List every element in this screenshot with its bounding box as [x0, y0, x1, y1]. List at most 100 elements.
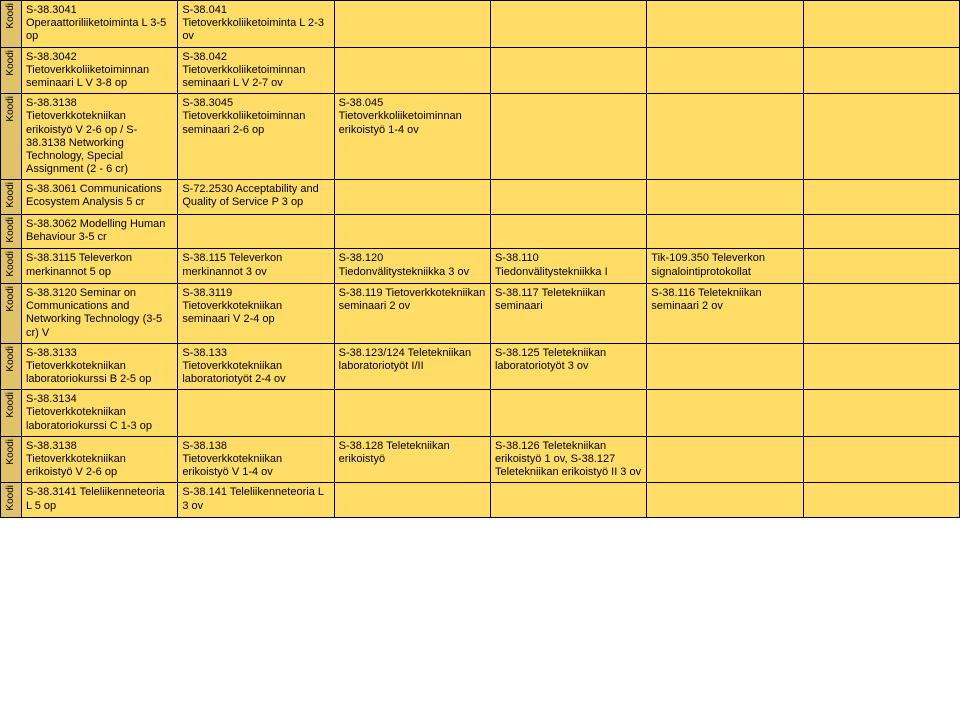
cell — [647, 94, 803, 180]
row-label: Koodi — [1, 47, 22, 94]
cell: S-38.041 Tietoverkkoliiketoiminta L 2-3 … — [178, 1, 334, 48]
cell — [178, 214, 334, 249]
cell — [803, 390, 959, 437]
cell — [490, 94, 646, 180]
course-mapping-table: Koodi S-38.3041 Operaattoriliiketoiminta … — [0, 0, 960, 518]
cell: S-38.110 Tiedonvälitystekniikka I — [490, 249, 646, 284]
cell: S-38.119 Tietoverkkotekniikan seminaari … — [334, 283, 490, 343]
cell: S-38.3138 Tietoverkkotekniikan erikoisty… — [21, 436, 177, 483]
cell — [803, 436, 959, 483]
cell: S-38.3138 Tietoverkkotekniikan erikoisty… — [21, 94, 177, 180]
cell: S-38.3115 Televerkon merkinannot 5 op — [21, 249, 177, 284]
cell: S-38.126 Teletekniikan erikoistyö 1 ov, … — [490, 436, 646, 483]
cell — [490, 483, 646, 518]
row-label-text: Koodi — [5, 182, 17, 208]
cell: S-38.3042 Tietoverkkoliiketoiminnan semi… — [21, 47, 177, 94]
cell — [490, 214, 646, 249]
cell: S-38.3134 Tietoverkkotekniikan laborator… — [21, 390, 177, 437]
table-row: Koodi S-38.3138 Tietoverkkotekniikan erik… — [1, 94, 960, 180]
row-label: Koodi — [1, 283, 22, 343]
cell: S-38.3141 Teleliikenneteoria L 5 op — [21, 483, 177, 518]
row-label-text: Koodi — [5, 392, 17, 418]
cell: S-38.133 Tietoverkkotekniikan laboratori… — [178, 343, 334, 390]
cell: S-38.117 Teletekniikan seminaari — [490, 283, 646, 343]
table-row: Koodi S-38.3141 Teleliikenneteoria L 5 op… — [1, 483, 960, 518]
row-label-text: Koodi — [5, 485, 17, 511]
cell: S-38.115 Televerkon merkinannot 3 ov — [178, 249, 334, 284]
cell — [803, 249, 959, 284]
row-label: Koodi — [1, 249, 22, 284]
cell: S-38.3045 Tietoverkkoliiketoiminnan semi… — [178, 94, 334, 180]
cell — [647, 47, 803, 94]
cell — [803, 47, 959, 94]
cell — [490, 1, 646, 48]
cell — [803, 283, 959, 343]
cell — [647, 390, 803, 437]
cell — [803, 214, 959, 249]
row-label: Koodi — [1, 214, 22, 249]
cell: S-38.120 Tiedonvälitystekniikka 3 ov — [334, 249, 490, 284]
cell — [803, 1, 959, 48]
cell — [178, 390, 334, 437]
row-label-text: Koodi — [5, 286, 17, 312]
cell — [334, 483, 490, 518]
cell — [647, 214, 803, 249]
cell: S-38.116 Teletekniikan seminaari 2 ov — [647, 283, 803, 343]
cell: S-38.138 Tietoverkkotekniikan erikoistyö… — [178, 436, 334, 483]
cell: S-38.128 Teletekniikan erikoistyö — [334, 436, 490, 483]
cell — [490, 47, 646, 94]
row-label-text: Koodi — [5, 346, 17, 372]
cell: S-38.3062 Modelling Human Behaviour 3-5 … — [21, 214, 177, 249]
cell — [647, 1, 803, 48]
cell: S-38.042 Tietoverkkoliiketoiminnan semin… — [178, 47, 334, 94]
row-label: Koodi — [1, 94, 22, 180]
row-label-text: Koodi — [5, 439, 17, 465]
cell — [334, 214, 490, 249]
cell — [803, 180, 959, 215]
cell: S-38.123/124 Teletekniikan laboratorioty… — [334, 343, 490, 390]
cell — [647, 483, 803, 518]
cell: S-38.3119 Tietoverkkotekniikan seminaari… — [178, 283, 334, 343]
cell — [490, 390, 646, 437]
table-row: Koodi S-38.3134 Tietoverkkotekniikan labo… — [1, 390, 960, 437]
cell — [334, 390, 490, 437]
row-label: Koodi — [1, 483, 22, 518]
row-label: Koodi — [1, 180, 22, 215]
cell — [647, 436, 803, 483]
cell — [647, 343, 803, 390]
row-label: Koodi — [1, 1, 22, 48]
cell — [803, 343, 959, 390]
row-label: Koodi — [1, 436, 22, 483]
cell: S-38.125 Teletekniikan laboratoriotyöt 3… — [490, 343, 646, 390]
cell: S-38.3041 Operaattoriliiketoiminta L 3-5… — [21, 1, 177, 48]
cell: Tik-109.350 Televerkon signalointiprotok… — [647, 249, 803, 284]
cell — [647, 180, 803, 215]
row-label: Koodi — [1, 343, 22, 390]
table-row: Koodi S-38.3061 Communications Ecosystem … — [1, 180, 960, 215]
row-label-text: Koodi — [5, 3, 17, 29]
table-row: Koodi S-38.3120 Seminar on Communications… — [1, 283, 960, 343]
cell — [803, 94, 959, 180]
row-label-text: Koodi — [5, 251, 17, 277]
table-row: Koodi S-38.3041 Operaattoriliiketoiminta … — [1, 1, 960, 48]
row-label-text: Koodi — [5, 50, 17, 76]
table-row: Koodi S-38.3042 Tietoverkkoliiketoiminnan… — [1, 47, 960, 94]
cell — [803, 483, 959, 518]
row-label-text: Koodi — [5, 217, 17, 243]
cell — [334, 47, 490, 94]
cell — [334, 1, 490, 48]
table-row: Koodi S-38.3133 Tietoverkkotekniikan labo… — [1, 343, 960, 390]
table-row: Koodi S-38.3062 Modelling Human Behaviour… — [1, 214, 960, 249]
cell: S-38.3133 Tietoverkkotekniikan laborator… — [21, 343, 177, 390]
cell: S-38.141 Teleliikenneteoria L 3 ov — [178, 483, 334, 518]
cell — [334, 180, 490, 215]
cell — [490, 180, 646, 215]
table-row: Koodi S-38.3115 Televerkon merkinannot 5 … — [1, 249, 960, 284]
table-row: Koodi S-38.3138 Tietoverkkotekniikan erik… — [1, 436, 960, 483]
row-label: Koodi — [1, 390, 22, 437]
cell: S-38.3120 Seminar on Communications and … — [21, 283, 177, 343]
cell: S-38.3061 Communications Ecosystem Analy… — [21, 180, 177, 215]
cell: S-38.045 Tietoverkkoliiketoiminnan eriko… — [334, 94, 490, 180]
row-label-text: Koodi — [5, 96, 17, 122]
cell: S-72.2530 Acceptability and Quality of S… — [178, 180, 334, 215]
